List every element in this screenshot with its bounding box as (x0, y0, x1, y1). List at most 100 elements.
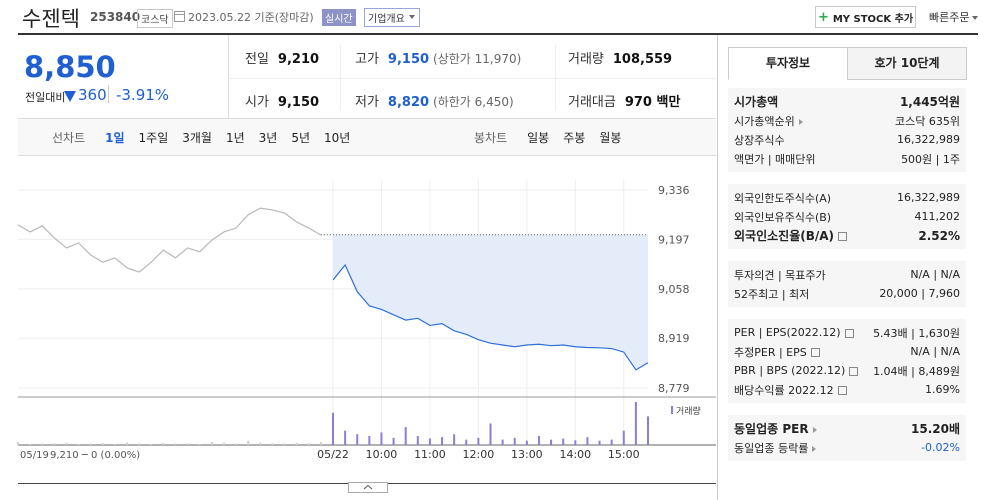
quote-cell: 시가 9,150 (245, 91, 319, 110)
y-tick-label: 8,919 (658, 332, 690, 345)
quote-value: 108,559 (612, 52, 673, 67)
start-label: 05/19 (20, 450, 49, 461)
invest-label: 외국인보유주식수(B) (734, 210, 832, 224)
mystock-text: MY STOCK 추가 (832, 13, 914, 25)
period-button[interactable]: 주봉 (563, 131, 586, 145)
invest-row: 상장주식수 16,322,989 (734, 130, 960, 149)
y-tick-label: 9,336 (658, 184, 690, 197)
invest-label-wrap: PER | EPS(2022.12) (734, 326, 854, 339)
link-arrow[interactable] (812, 445, 817, 452)
volume-bar (537, 436, 540, 445)
stock-code: 253840 (90, 10, 141, 24)
invest-row: 52주최고 | 최저 20,000 | 7,960 (734, 284, 960, 303)
invest-row: 동일업종 PER 15.20배 (734, 419, 960, 438)
calendar-icon (174, 11, 185, 22)
price-divider (228, 35, 229, 119)
invest-tab[interactable]: 투자정보 (728, 47, 848, 80)
invest-label: 시가총액순위 (734, 114, 795, 128)
period-button[interactable]: 5년 (291, 131, 311, 145)
volume-bar (186, 443, 189, 445)
volume-bar (89, 443, 92, 445)
period-button[interactable]: 3년 (258, 131, 278, 145)
period-button[interactable]: 1일 (105, 131, 125, 145)
quote-label: 시가 (245, 95, 269, 110)
header-rule (18, 33, 978, 35)
invest-row: 배당수익률 2022.12 1.69% (734, 380, 960, 399)
x-tick-label: 05/22 (317, 448, 349, 461)
invest-row: 추정PER | EPS N/A | N/A (734, 342, 960, 361)
help-icon[interactable] (810, 348, 820, 357)
period-button[interactable]: 월봉 (599, 131, 622, 145)
market-badge: 코스닥 (137, 9, 173, 28)
volume-bar (29, 443, 32, 445)
help-icon[interactable] (849, 366, 859, 376)
invest-tab[interactable]: 호가 10단계 (847, 47, 967, 80)
quote-label: 거래량 (568, 52, 604, 67)
quote-value: 970 백만 (624, 95, 681, 110)
volume-bar (356, 434, 359, 445)
start-info: 9,210 ─ 0 (0.00%) (50, 450, 140, 461)
invest-group: PER | EPS(2022.12) 5.43배 | 1,630원 추정PER | … (728, 319, 966, 403)
x-tick-label: 15:00 (608, 448, 640, 461)
volume-bar (307, 443, 310, 445)
invest-label-wrap: 상장주식수 (734, 132, 785, 148)
help-icon[interactable] (844, 328, 854, 338)
invest-value: 16,322,989 (897, 133, 960, 146)
volume-bar (53, 443, 56, 445)
volume-bar (247, 440, 250, 445)
invest-label: 동일업종 등락률 (734, 441, 809, 455)
period-button[interactable]: 3개월 (182, 131, 212, 145)
quick-order[interactable]: 빠른주문 (929, 9, 979, 25)
realtime-badge[interactable]: 실시간 (322, 9, 356, 26)
invest-value: N/A | N/A (910, 268, 960, 281)
quote-col-rule (340, 44, 341, 110)
invest-value: 20,000 | 7,960 (879, 287, 960, 300)
invest-label: PBR | BPS (2022.12) (734, 364, 846, 377)
link-arrow[interactable] (812, 426, 817, 433)
help-icon[interactable] (838, 232, 848, 241)
invest-label: 시가총액 (734, 95, 779, 109)
volume-label: 거래량 (676, 405, 701, 417)
volume-bar (416, 436, 419, 445)
collapse-button[interactable] (348, 482, 388, 493)
invest-label-wrap: 시가총액 (734, 93, 778, 110)
period-button[interactable]: 1주일 (138, 131, 169, 145)
help-icon[interactable] (837, 386, 847, 395)
invest-group: 동일업종 PER 15.20배 동일업종 등락률 -0.02% (728, 415, 966, 461)
mystock-button[interactable]: + MY STOCK 추가 (815, 6, 916, 28)
invest-group: 외국인한도주식수(A) 16,322,989 외국인보유주식수(B) 411,202 외… (728, 184, 966, 249)
invest-value: 1,445억원 (899, 95, 960, 109)
link-arrow[interactable] (798, 118, 803, 125)
invest-value: N/A | N/A (910, 345, 960, 358)
volume-bar (501, 439, 504, 445)
volume-bar (319, 442, 322, 445)
quote-col-rule (555, 44, 556, 110)
invest-row: 동일업종 등락률 -0.02% (734, 438, 960, 457)
volume-bar (465, 439, 468, 445)
y-tick-label: 9,058 (658, 283, 690, 296)
change-label: 전일대비 (25, 91, 66, 104)
period-button[interactable]: 1년 (225, 131, 245, 145)
volume-bar (198, 443, 201, 445)
quote-label: 전일 (245, 52, 269, 67)
volume-bar (162, 442, 165, 445)
volume-bar (283, 443, 286, 445)
period-button[interactable]: 10년 (324, 131, 351, 145)
quote-cell: 거래량 108,559 (568, 48, 672, 67)
volume-bar (77, 443, 80, 445)
volume-bar (513, 437, 516, 445)
invest-row: 외국인한도주식수(A) 16,322,989 (734, 188, 960, 207)
volume-bar (41, 443, 44, 445)
volume-bar (610, 439, 613, 445)
invest-value: 2.52% (918, 228, 960, 243)
period-button[interactable]: 일봉 (527, 131, 550, 145)
price-line (332, 263, 649, 371)
invest-label-wrap: 배당수익률 2022.12 (734, 382, 847, 398)
invest-label: 액면가 | 매매단위 (734, 152, 816, 166)
invest-row: PBR | BPS (2022.12) 1.04배 | 8,489원 (734, 361, 960, 380)
invest-label: 상장주식수 (734, 133, 785, 147)
line-periods: 선차트 1일 1주일 3개월 1년 3년 5년 10년 (52, 129, 350, 146)
overview-dropdown[interactable]: 기업개요 (364, 8, 420, 27)
quote-cell: 저가 8,820 (하한가 6,450) (355, 91, 514, 110)
invest-label-wrap: 외국인보유주식수(B) (734, 209, 831, 225)
